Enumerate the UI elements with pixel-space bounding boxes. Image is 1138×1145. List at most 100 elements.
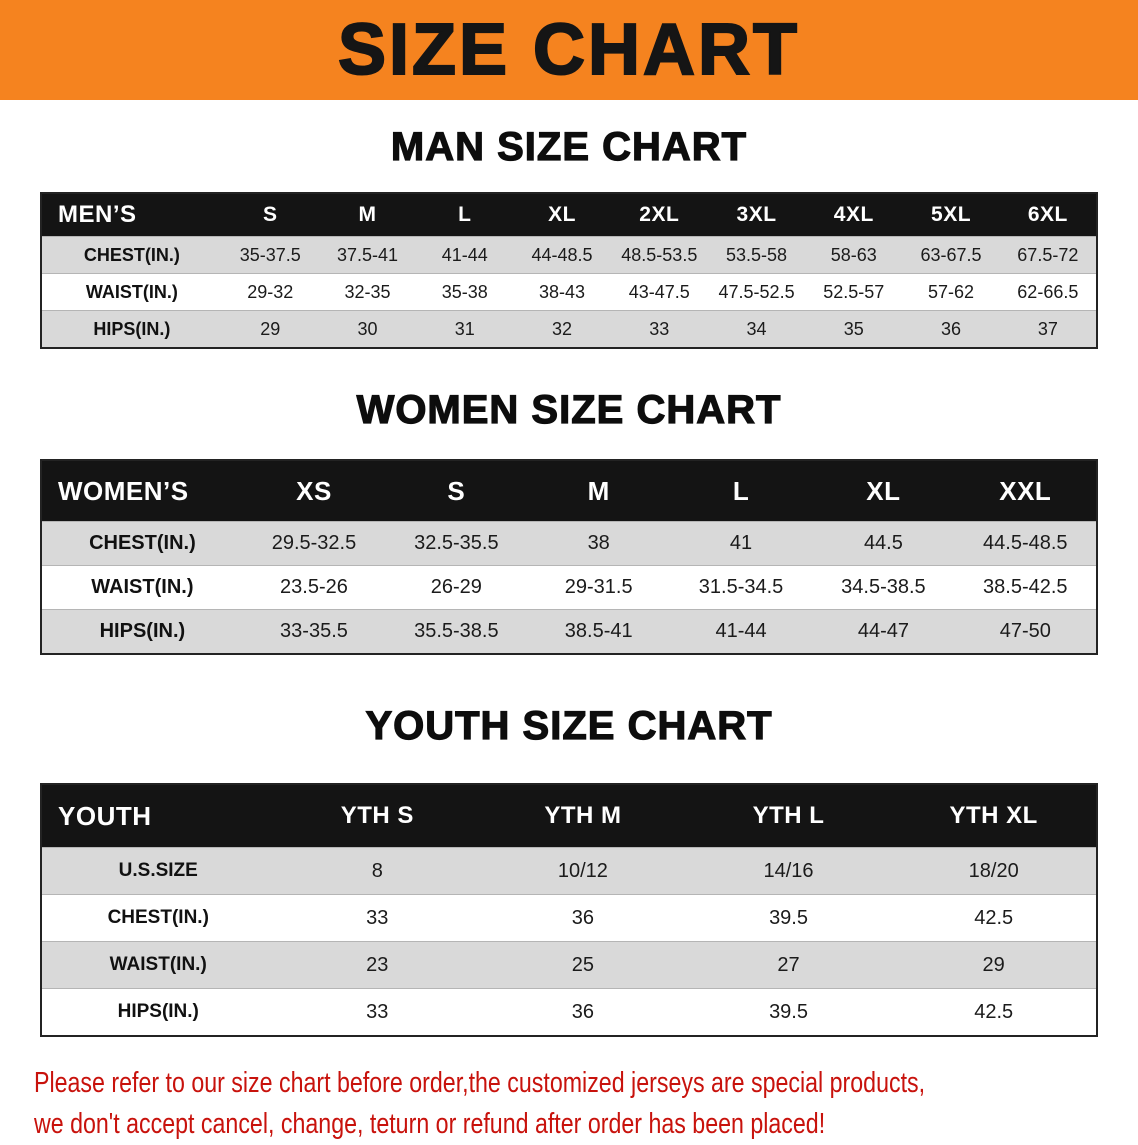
row-label: HIPS(IN.) bbox=[41, 988, 275, 1036]
row-label: CHEST(IN.) bbox=[41, 236, 222, 274]
men-size-table: MEN’S S M L XL 2XL 3XL 4XL 5XL 6XL CHEST(IN.) 35-37… bbox=[40, 192, 1098, 349]
size-value: 8 bbox=[274, 847, 481, 895]
men-size-column-header: S bbox=[221, 193, 319, 237]
size-value: 29 bbox=[891, 941, 1097, 989]
size-value: 41 bbox=[669, 521, 813, 566]
size-value: 29 bbox=[221, 310, 319, 348]
size-value: 35.5-38.5 bbox=[385, 609, 528, 654]
size-value: 32-35 bbox=[318, 273, 417, 311]
men-size-column-header: XL bbox=[513, 193, 611, 237]
size-value: 38.5-42.5 bbox=[954, 565, 1097, 610]
women-size-column-header: XS bbox=[242, 460, 386, 522]
size-value: 53.5-58 bbox=[707, 236, 806, 274]
size-value: 47-50 bbox=[954, 609, 1097, 654]
size-value: 31 bbox=[416, 310, 514, 348]
women-table-row: CHEST(IN.) 29.5-32.5 32.5-35.5 38 41 44.5 44.5… bbox=[41, 521, 1097, 566]
banner: SIZE CHART bbox=[0, 0, 1138, 100]
size-value: 33-35.5 bbox=[242, 609, 386, 654]
women-size-column-header: M bbox=[527, 460, 670, 522]
page-title: SIZE CHART bbox=[337, 10, 800, 90]
youth-table-row: U.S.SIZE 8 10/12 14/16 18/20 bbox=[41, 847, 1097, 895]
size-value: 33 bbox=[274, 894, 481, 942]
size-value: 44.5-48.5 bbox=[954, 521, 1097, 566]
women-group-label: WOMEN’S bbox=[41, 460, 243, 522]
women-size-column-header: L bbox=[669, 460, 813, 522]
size-value: 36 bbox=[480, 988, 686, 1036]
size-value: 52.5-57 bbox=[805, 273, 903, 311]
youth-size-column-header: YTH M bbox=[480, 784, 686, 848]
men-size-column-header: 5XL bbox=[902, 193, 1000, 237]
size-value: 10/12 bbox=[480, 847, 686, 895]
size-value: 25 bbox=[480, 941, 686, 989]
youth-size-column-header: YTH XL bbox=[891, 784, 1097, 848]
size-value: 41-44 bbox=[416, 236, 514, 274]
size-value: 33 bbox=[610, 310, 708, 348]
size-value: 23.5-26 bbox=[242, 565, 386, 610]
women-header-row: WOMEN’S XS S M L XL XXL bbox=[41, 460, 1097, 522]
size-value: 47.5-52.5 bbox=[707, 273, 806, 311]
men-size-chart-heading: MAN SIZE CHART bbox=[390, 124, 748, 169]
row-label: CHEST(IN.) bbox=[41, 894, 275, 942]
size-value: 57-62 bbox=[902, 273, 1000, 311]
size-value: 63-67.5 bbox=[902, 236, 1000, 274]
footer-notice: Please refer to our size chart before or… bbox=[0, 1063, 1138, 1145]
youth-size-column-header: YTH S bbox=[274, 784, 481, 848]
size-value: 38-43 bbox=[513, 273, 611, 311]
youth-group-label: YOUTH bbox=[41, 784, 275, 848]
women-size-table: WOMEN’S XS S M L XL XXL CHEST(IN.) 29.5-32.5 32.5… bbox=[40, 459, 1098, 655]
size-value: 27 bbox=[685, 941, 892, 989]
size-value: 67.5-72 bbox=[999, 236, 1097, 274]
size-value: 29-32 bbox=[221, 273, 319, 311]
size-value: 42.5 bbox=[891, 988, 1097, 1036]
size-value: 36 bbox=[480, 894, 686, 942]
size-value: 43-47.5 bbox=[610, 273, 708, 311]
men-size-column-header: M bbox=[318, 193, 417, 237]
size-value: 14/16 bbox=[685, 847, 892, 895]
size-value: 34.5-38.5 bbox=[812, 565, 955, 610]
size-value: 23 bbox=[274, 941, 481, 989]
row-label: U.S.SIZE bbox=[41, 847, 275, 895]
row-label: WAIST(IN.) bbox=[41, 565, 243, 610]
women-size-column-header: XL bbox=[812, 460, 955, 522]
youth-table-row: CHEST(IN.) 33 36 39.5 42.5 bbox=[41, 894, 1097, 942]
size-value: 39.5 bbox=[685, 894, 892, 942]
women-size-chart-heading: WOMEN SIZE CHART bbox=[356, 387, 782, 432]
size-value: 62-66.5 bbox=[999, 273, 1097, 311]
women-size-column-header: S bbox=[385, 460, 528, 522]
size-value: 44-47 bbox=[812, 609, 955, 654]
size-value: 58-63 bbox=[805, 236, 903, 274]
notice-line-1: Please refer to our size chart before or… bbox=[34, 1067, 926, 1099]
size-value: 29-31.5 bbox=[527, 565, 670, 610]
size-value: 48.5-53.5 bbox=[610, 236, 708, 274]
size-value: 29.5-32.5 bbox=[242, 521, 386, 566]
men-size-column-header: 6XL bbox=[999, 193, 1097, 237]
row-label: CHEST(IN.) bbox=[41, 521, 243, 566]
size-value: 36 bbox=[902, 310, 1000, 348]
row-label: HIPS(IN.) bbox=[41, 609, 243, 654]
size-value: 33 bbox=[274, 988, 481, 1036]
size-value: 38 bbox=[527, 521, 670, 566]
charts-container: MAN SIZE CHART MEN’S S M L XL 2XL 3XL 4XL 5XL 6XL C… bbox=[0, 124, 1138, 1037]
size-value: 18/20 bbox=[891, 847, 1097, 895]
size-value: 30 bbox=[318, 310, 417, 348]
youth-table-row: HIPS(IN.) 33 36 39.5 42.5 bbox=[41, 988, 1097, 1036]
men-group-label: MEN’S bbox=[41, 193, 222, 237]
men-size-column-header: L bbox=[416, 193, 514, 237]
youth-header-row: YOUTH YTH S YTH M YTH L YTH XL bbox=[41, 784, 1097, 848]
men-size-column-header: 2XL bbox=[610, 193, 708, 237]
women-size-column-header: XXL bbox=[954, 460, 1097, 522]
size-value: 32 bbox=[513, 310, 611, 348]
row-label: WAIST(IN.) bbox=[41, 941, 275, 989]
size-value: 38.5-41 bbox=[527, 609, 670, 654]
size-value: 37.5-41 bbox=[318, 236, 417, 274]
size-value: 44.5 bbox=[812, 521, 955, 566]
size-value: 37 bbox=[999, 310, 1097, 348]
men-size-column-header: 4XL bbox=[805, 193, 903, 237]
youth-size-column-header: YTH L bbox=[685, 784, 892, 848]
row-label: HIPS(IN.) bbox=[41, 310, 222, 348]
size-value: 32.5-35.5 bbox=[385, 521, 528, 566]
men-table-row: WAIST(IN.) 29-32 32-35 35-38 38-43 43-47.5 47.… bbox=[41, 273, 1097, 311]
size-value: 35-37.5 bbox=[221, 236, 319, 274]
size-value: 44-48.5 bbox=[513, 236, 611, 274]
notice-line-2: we don't accept cancel, change, teturn o… bbox=[34, 1108, 826, 1140]
